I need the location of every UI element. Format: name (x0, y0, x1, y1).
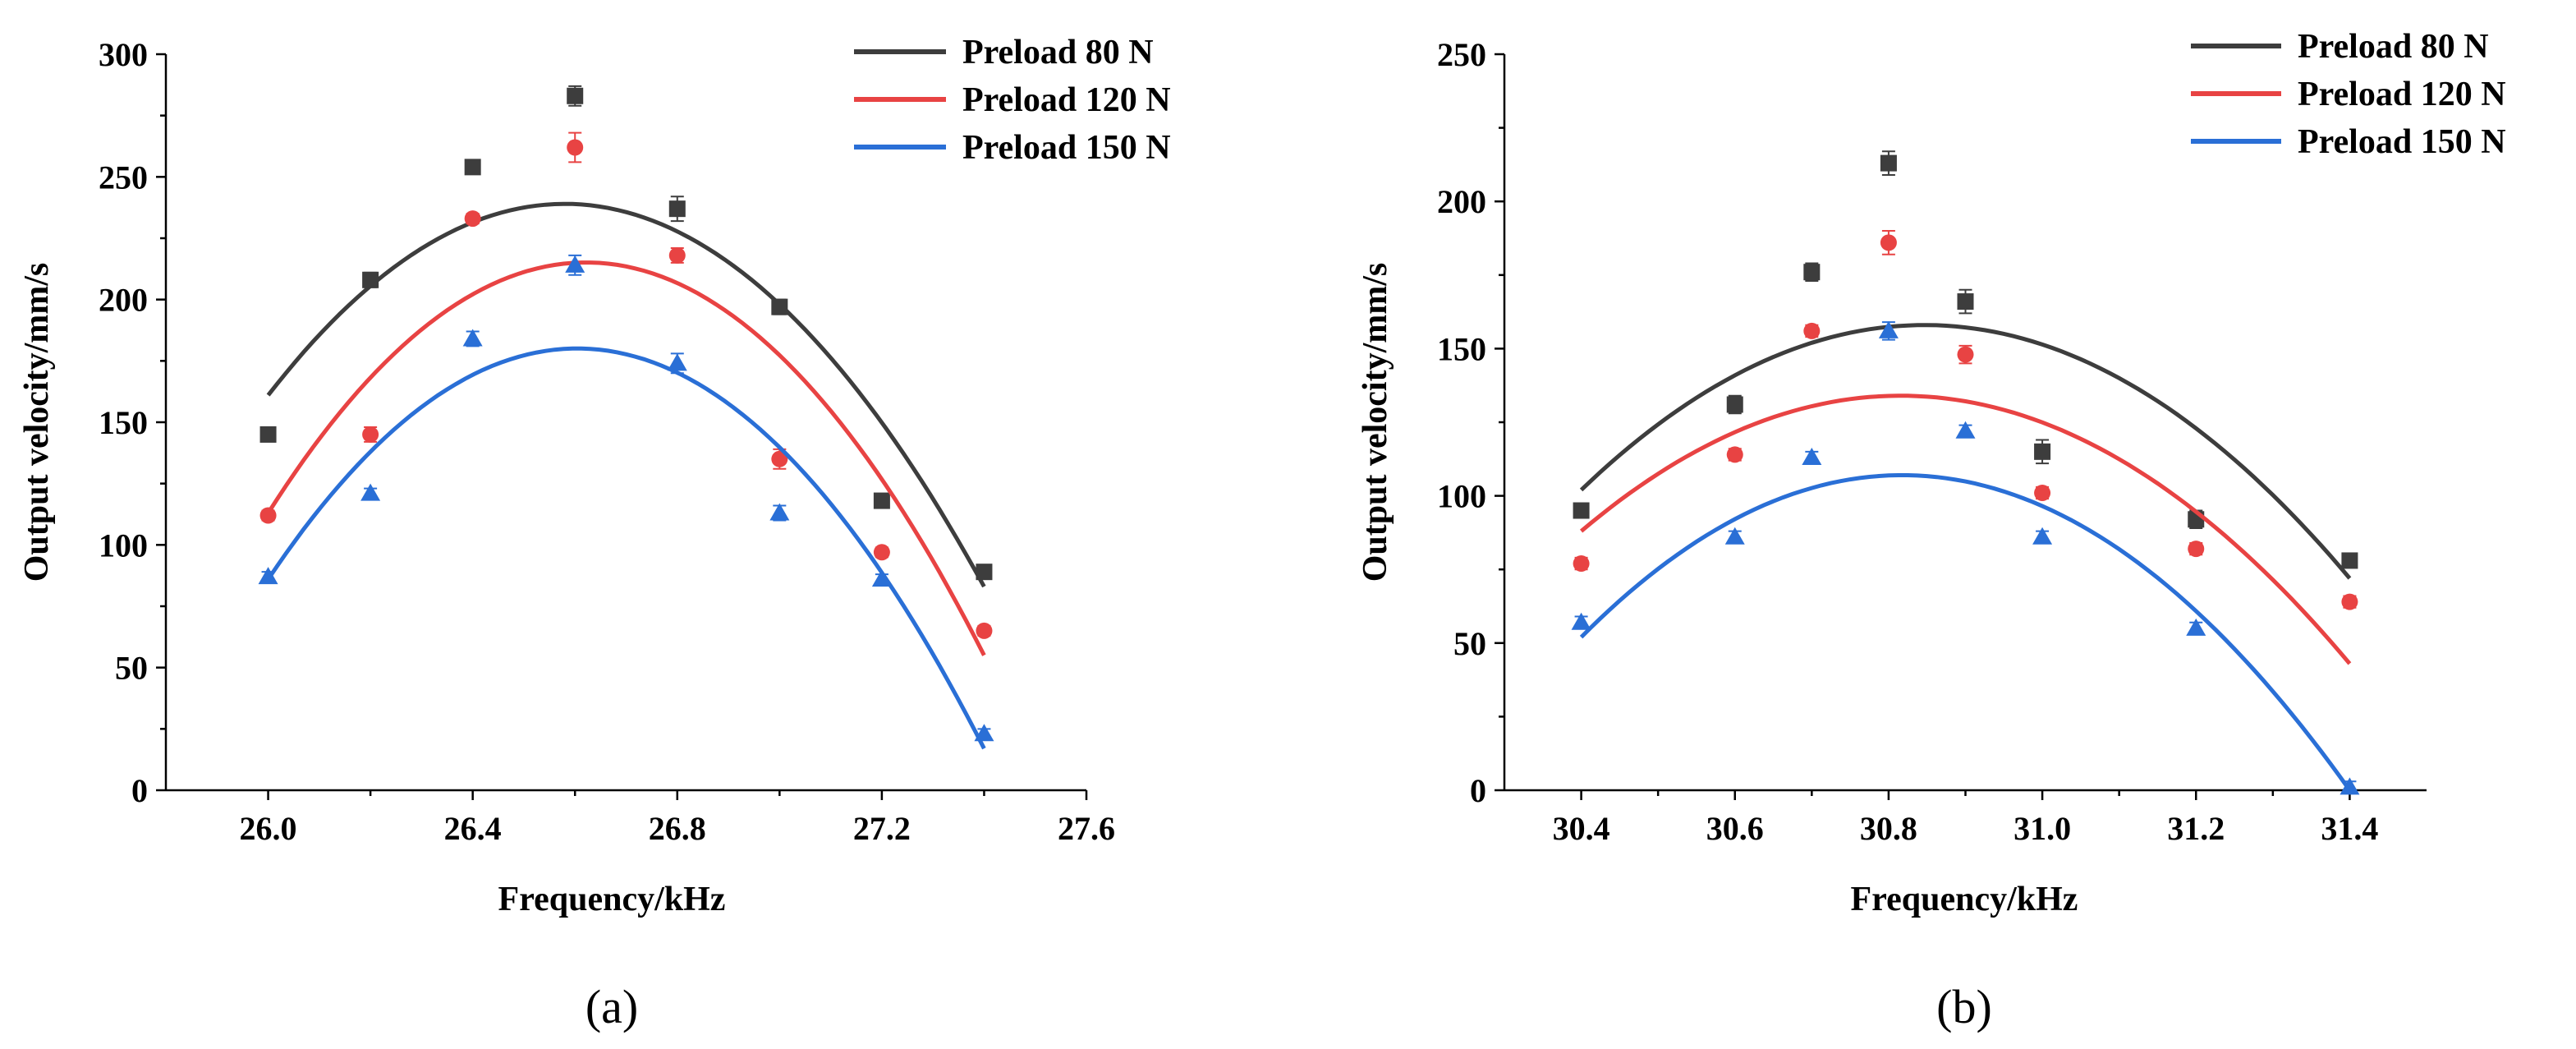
x-axis-label: Frequency/kHz (498, 881, 726, 918)
data-point-square (2034, 443, 2051, 460)
y-tick-label: 50 (115, 650, 148, 687)
y-tick-label: 150 (1437, 330, 1486, 367)
y-tick-label: 250 (1437, 36, 1486, 73)
x-tick-label: 27.2 (853, 810, 911, 847)
data-point-triangle (462, 329, 483, 347)
data-point-circle (1726, 446, 1743, 463)
legend-label: Preload 120 N (2298, 76, 2506, 113)
data-point-triangle (871, 569, 892, 587)
x-axis-label: Frequency/kHz (1851, 881, 2078, 918)
data-point-triangle (565, 255, 585, 273)
fit-curve-series-2 (266, 260, 986, 656)
data-point-circle (976, 622, 993, 639)
data-point-circle (259, 507, 277, 524)
data-point-triangle (2340, 777, 2360, 795)
x-tick-label: 30.8 (1860, 810, 1917, 847)
y-tick-label: 150 (99, 404, 148, 441)
data-point-circle (2341, 593, 2358, 610)
y-tick-label: 200 (1437, 183, 1486, 220)
panel-a: 0 50 100 150 200 250 300 26.0 26.4 26.8 27.2 27.6 Fr… (18, 34, 1171, 1033)
data-point-triangle (258, 567, 278, 585)
data-point-square (976, 564, 993, 581)
data-point-circle (668, 246, 686, 264)
legend-label: Preload 150 N (2298, 123, 2506, 161)
data-point-circle (1573, 555, 1590, 573)
panel-label: (a) (585, 980, 638, 1033)
data-point-square (1957, 293, 1974, 311)
data-point-triangle (2032, 527, 2053, 545)
y-tick-label: 0 (131, 772, 148, 809)
data-point-circle (771, 450, 788, 467)
x-tick-label: 26.0 (240, 810, 297, 847)
data-point-triangle (360, 483, 381, 501)
x-tick-label: 26.8 (649, 810, 706, 847)
fit-curve-series-3 (266, 346, 986, 750)
fit-curve-series-3 (1579, 473, 2352, 792)
data-point-triangle (1724, 527, 1745, 545)
fit-curve-series-2 (1579, 393, 2352, 665)
data-point-triangle (974, 724, 994, 742)
data-point-triangle (1955, 421, 1976, 439)
legend-label: Preload 150 N (962, 129, 1171, 167)
legend-label: Preload 120 N (962, 81, 1171, 119)
data-point-circle (362, 426, 379, 443)
data-point-circle (2034, 485, 2051, 502)
data-point-triangle (1878, 320, 1899, 338)
data-point-circle (1803, 322, 1821, 339)
data-point-triangle (1571, 612, 1591, 630)
x-tick-label: 27.6 (1058, 810, 1115, 847)
y-tick-label: 200 (99, 282, 148, 319)
data-point-square (567, 87, 584, 104)
data-point-square (668, 200, 686, 218)
y-tick-label: 250 (99, 159, 148, 196)
data-point-square (771, 298, 788, 315)
data-point-circle (1957, 346, 1974, 363)
data-point-triangle (667, 353, 687, 371)
data-point-circle (873, 544, 890, 561)
fit-curve-series-1 (1579, 323, 2352, 580)
data-point-square (873, 492, 890, 509)
data-point-square (1726, 396, 1743, 413)
data-point-square (464, 159, 481, 176)
data-point-circle (1880, 234, 1897, 251)
data-point-triangle (1802, 448, 1822, 466)
x-tick-label: 26.4 (444, 810, 502, 847)
x-tick-label: 30.6 (1706, 810, 1764, 847)
data-point-circle (2188, 541, 2205, 558)
data-point-square (1803, 264, 1821, 281)
y-axis-label: Output velocity/mm/s (1357, 263, 1394, 582)
x-tick-label: 31.4 (2321, 810, 2378, 847)
y-tick-label: 100 (1437, 478, 1486, 515)
legend-label: Preload 80 N (962, 34, 1154, 71)
data-point-square (362, 271, 379, 288)
data-point-square (1573, 502, 1590, 519)
x-tick-label: 31.2 (2167, 810, 2225, 847)
legend-label: Preload 80 N (2298, 28, 2489, 66)
fit-curve-series-1 (266, 201, 986, 588)
y-tick-label: 50 (1453, 625, 1486, 662)
panel-label: (b) (1936, 980, 1992, 1033)
data-point-circle (567, 139, 584, 156)
data-point-triangle (769, 503, 790, 521)
x-tick-label: 30.4 (1553, 810, 1610, 847)
data-point-square (259, 426, 277, 443)
data-point-square (1880, 154, 1897, 172)
y-tick-label: 300 (99, 36, 148, 73)
data-point-triangle (2186, 618, 2206, 636)
data-point-square (2341, 552, 2358, 569)
y-axis-label: Output velocity/mm/s (18, 263, 56, 582)
x-tick-label: 31.0 (2014, 810, 2071, 847)
panel-b: 0 50 100 150 200 250 30.4 30.6 30.8 31.0 31.2 31.4 F… (1357, 28, 2506, 1033)
y-tick-label: 0 (1470, 772, 1486, 809)
data-point-circle (464, 210, 481, 228)
y-tick-label: 100 (99, 527, 148, 564)
